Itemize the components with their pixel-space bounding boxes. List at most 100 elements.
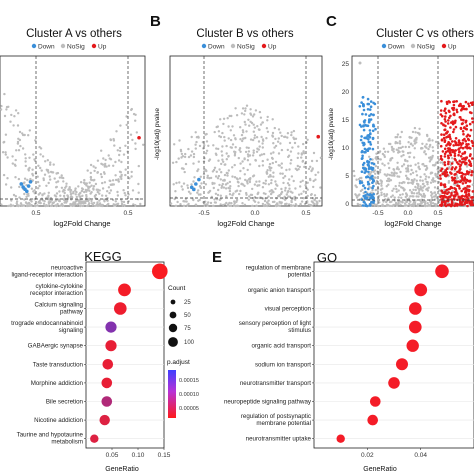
nosig-point	[264, 197, 267, 200]
up-point	[461, 152, 464, 155]
up-point	[452, 121, 456, 124]
nosig-point	[65, 182, 68, 185]
legend-nosig-label: NoSig	[67, 44, 85, 51]
nosig-point	[378, 150, 382, 153]
nosig-point	[194, 143, 197, 146]
nosig-point	[391, 189, 394, 192]
nosig-point	[249, 113, 253, 117]
nosig-point	[87, 199, 90, 202]
kegg-xlabel: GeneRatio	[105, 466, 139, 473]
nosig-point	[389, 179, 393, 182]
nosig-point	[112, 164, 115, 167]
enrichment-dot	[101, 377, 113, 389]
category-label: Calcium signaling pathway	[35, 302, 84, 316]
nosig-point	[434, 172, 437, 176]
nosig-point	[279, 131, 282, 134]
up-point	[442, 123, 445, 126]
nosig-point	[252, 151, 255, 154]
nosig-point	[295, 204, 298, 207]
nosig-point	[222, 122, 225, 126]
nosig-point	[22, 182, 25, 185]
nosig-point	[404, 195, 407, 199]
up-point	[447, 141, 451, 145]
nosig-point	[409, 151, 412, 154]
nosig-point	[383, 164, 386, 167]
nosig-point	[205, 140, 209, 143]
nosig-point	[101, 163, 105, 166]
down-point	[372, 123, 375, 127]
up-point	[464, 181, 468, 184]
nosig-point	[212, 186, 215, 190]
nosig-point	[421, 142, 424, 145]
nosig-point	[107, 186, 111, 189]
nosig-point	[86, 185, 90, 188]
nosig-point	[251, 196, 255, 200]
up-point	[443, 128, 447, 131]
nosig-point	[310, 193, 313, 196]
volcano-c-legend: Down NoSig Up	[381, 44, 457, 51]
enrichment-dot	[406, 339, 419, 352]
down-point	[364, 196, 368, 199]
nosig-point	[386, 173, 389, 176]
nosig-point	[258, 145, 261, 148]
go-category-labels: regulation of membrane potential organic a…	[224, 264, 314, 443]
nosig-point	[193, 176, 196, 179]
down-point	[362, 128, 366, 132]
down-point	[194, 182, 198, 186]
up-point	[443, 174, 447, 177]
nosig-point	[303, 165, 306, 169]
up-point	[450, 201, 454, 205]
nosig-point	[7, 105, 10, 109]
nosig-point	[415, 179, 418, 182]
up-point	[137, 135, 141, 140]
nosig-point	[112, 139, 116, 142]
nosig-point	[400, 130, 403, 134]
nosig-point	[81, 194, 84, 197]
nosig-point	[425, 180, 428, 184]
nosig-point	[382, 200, 385, 203]
nosig-point	[221, 154, 224, 157]
nosig-point	[27, 194, 30, 197]
nosig-point	[290, 158, 293, 162]
up-point	[471, 101, 474, 104]
nosig-point	[412, 192, 416, 195]
up-point	[443, 185, 447, 188]
nosig-point	[121, 203, 124, 207]
nosig-point	[288, 184, 291, 187]
nosig-point	[52, 163, 55, 166]
nosig-point	[244, 150, 248, 154]
nosig-point	[221, 182, 224, 186]
up-point	[459, 179, 463, 183]
nosig-point	[261, 146, 264, 149]
nosig-point	[272, 175, 275, 178]
nosig-point	[246, 153, 250, 156]
volcano-b-xtick-3: 0.5	[301, 210, 310, 217]
nosig-point	[315, 159, 319, 163]
nosig-point	[119, 149, 122, 153]
nosig-point	[278, 200, 281, 204]
nosig-point	[258, 164, 261, 168]
nosig-point	[358, 193, 361, 196]
nosig-point	[306, 200, 309, 203]
enrichment-dot	[435, 264, 449, 279]
nosig-point	[22, 204, 26, 207]
nosig-point	[259, 123, 263, 126]
nosig-point	[206, 174, 209, 177]
nosig-point	[279, 142, 282, 145]
x-tick-label: 0.04	[414, 452, 427, 459]
nosig-point	[419, 193, 423, 196]
up-point	[469, 128, 473, 132]
category-label: sodium ion transport	[255, 361, 311, 368]
nosig-point	[182, 204, 186, 207]
up-point	[450, 191, 453, 195]
nosig-point	[428, 137, 431, 141]
nosig-point	[374, 188, 377, 192]
nosig-point	[251, 138, 255, 142]
nosig-point	[120, 177, 123, 181]
nosig-point	[424, 153, 428, 156]
nosig-point	[33, 158, 36, 161]
nosig-point	[24, 160, 27, 163]
nosig-point	[246, 168, 249, 172]
nosig-point	[306, 138, 309, 141]
nosig-point	[394, 142, 397, 145]
